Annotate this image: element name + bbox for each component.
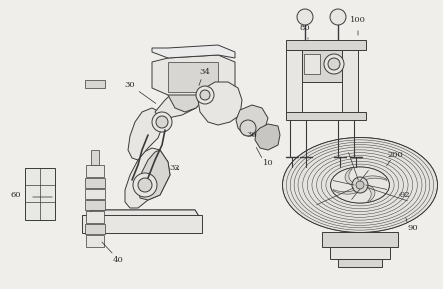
Text: 40: 40 [113,256,123,264]
Polygon shape [128,108,163,160]
Text: 200: 200 [387,151,403,159]
Polygon shape [345,168,353,185]
Polygon shape [87,210,200,230]
Bar [85,178,105,188]
Polygon shape [152,45,235,58]
Bar [302,50,342,82]
Text: 34: 34 [199,68,210,76]
Polygon shape [255,124,280,150]
Circle shape [352,177,368,193]
Polygon shape [236,105,268,135]
Text: 30: 30 [124,81,135,89]
Text: 10: 10 [263,159,273,167]
Text: 80: 80 [299,24,310,32]
Circle shape [156,116,168,128]
Bar [86,235,104,247]
Polygon shape [333,189,360,194]
Text: 90: 90 [408,224,418,232]
Text: 92: 92 [400,191,410,199]
Bar [286,40,366,50]
Circle shape [133,173,157,197]
Bar [85,224,105,234]
Polygon shape [198,82,242,125]
Bar [342,50,358,115]
Circle shape [324,54,344,74]
Polygon shape [168,82,205,112]
Polygon shape [87,210,200,218]
Bar [91,150,99,165]
Bar [330,247,390,259]
Polygon shape [125,148,170,208]
Circle shape [200,90,210,100]
Circle shape [240,120,256,136]
Bar [322,232,398,247]
Bar [85,80,105,88]
Bar [168,62,218,92]
Circle shape [356,181,364,189]
Circle shape [196,86,214,104]
Ellipse shape [283,138,438,232]
Circle shape [328,58,340,70]
Polygon shape [155,82,205,118]
Text: 32: 32 [170,164,180,172]
Bar [286,50,302,115]
Bar [86,211,104,223]
Ellipse shape [330,167,389,203]
Text: 60: 60 [11,191,21,199]
Bar [85,189,105,199]
Circle shape [297,9,313,25]
Bar [286,112,366,120]
Text: 36: 36 [247,131,257,139]
Circle shape [330,9,346,25]
Bar [82,215,202,233]
Bar [304,54,320,74]
Bar [338,259,382,267]
Bar [86,165,104,177]
Polygon shape [152,55,235,95]
Circle shape [138,178,152,192]
Polygon shape [360,176,387,181]
Circle shape [152,112,172,132]
Text: 100: 100 [350,16,366,24]
Bar [85,200,105,210]
Bar [25,168,55,220]
Polygon shape [138,150,170,200]
Polygon shape [367,185,375,201]
